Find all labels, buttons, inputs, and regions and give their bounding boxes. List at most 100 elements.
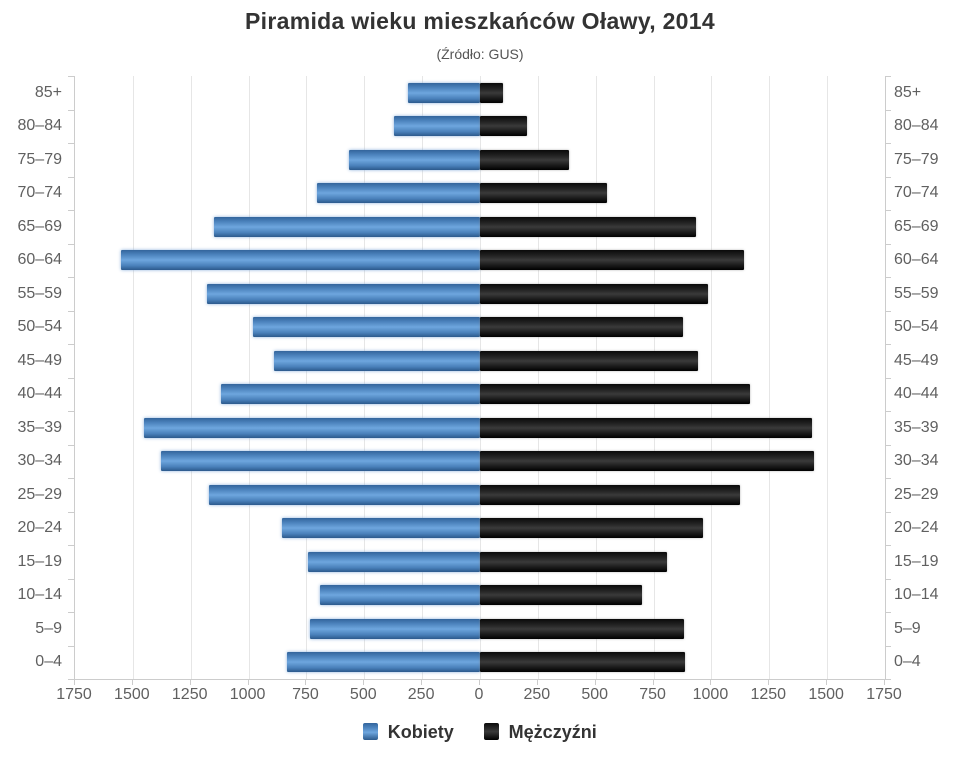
bar-women-15–19 — [307, 551, 480, 572]
gridline--500 — [364, 76, 366, 679]
ytick-right-18 — [885, 679, 891, 680]
bar-women-85+ — [408, 82, 480, 103]
ytick-left-7 — [68, 310, 74, 312]
ylabel-right-10–14: 10–14 — [894, 586, 939, 604]
ylabel-left-70–74: 70–74 — [17, 184, 63, 202]
xlabel-0: 0 — [474, 686, 484, 703]
bar-men-65–69 — [480, 216, 697, 237]
ytick-left-15 — [68, 578, 74, 580]
ylabel-right-45–49: 45–49 — [894, 351, 939, 369]
xtick-750 — [652, 680, 654, 685]
xlabel--1000: 1000 — [229, 686, 266, 703]
bar-men-0–4 — [480, 652, 685, 673]
bar-men-10–14 — [480, 585, 642, 606]
kobiety-swatch-icon — [363, 722, 379, 740]
bar-women-10–14 — [320, 585, 480, 606]
bar-men-40–44 — [480, 384, 750, 405]
bar-men-5–9 — [480, 618, 684, 639]
chart-title: Piramida wieku mieszkańców Oławy, 2014 — [245, 8, 715, 34]
bar-women-60–64 — [121, 250, 480, 271]
bar-women-80–84 — [394, 116, 480, 137]
ytick-left-2 — [68, 143, 74, 144]
xlabel-500: 500 — [581, 686, 609, 703]
bar-men-15–19 — [480, 551, 668, 572]
bar-men-55–59 — [480, 283, 708, 304]
mezczyzni-swatch-icon — [484, 722, 500, 740]
ytick-right-5 — [885, 243, 891, 245]
xlabel-1250: 1250 — [750, 686, 787, 703]
ylabel-right-55–59: 55–59 — [894, 284, 939, 302]
xtick-1250 — [768, 680, 770, 685]
ytick-right-12 — [885, 478, 891, 479]
ylabel-left-80–84: 80–84 — [17, 117, 63, 135]
gridline-1250 — [769, 76, 771, 679]
ylabel-right-20–24: 20–24 — [894, 519, 939, 537]
bar-women-65–69 — [213, 216, 480, 237]
bar-women-70–74 — [316, 183, 480, 204]
xlabel--250: 250 — [407, 686, 435, 703]
ylabel-left-65–69: 65–69 — [17, 217, 63, 235]
ylabel-right-75–79: 75–79 — [894, 150, 939, 168]
ytick-left-0 — [68, 76, 74, 77]
legend-label-kobiety: Kobiety — [387, 722, 454, 742]
legend-item-kobiety[interactable]: Kobiety — [363, 722, 454, 743]
ytick-right-9 — [885, 377, 891, 379]
ylabel-right-50–54: 50–54 — [894, 318, 939, 336]
ytick-right-3 — [885, 176, 891, 178]
xlabel--500: 500 — [349, 686, 377, 703]
bar-men-45–49 — [480, 350, 698, 371]
ytick-right-16 — [885, 612, 891, 613]
plot-area — [74, 76, 886, 680]
ytick-left-18 — [68, 679, 74, 680]
ylabel-left-55–59: 55–59 — [17, 284, 63, 302]
xlabel-1500: 1500 — [808, 686, 844, 703]
ytick-right-4 — [885, 210, 891, 211]
bar-men-35–39 — [480, 417, 813, 438]
xtick--250 — [421, 680, 423, 685]
ylabel-right-35–39: 35–39 — [894, 418, 939, 436]
ytick-left-10 — [68, 411, 74, 412]
bar-men-70–74 — [480, 183, 608, 204]
ylabel-left-25–29: 25–29 — [17, 485, 63, 503]
ylabel-left-0–4: 0–4 — [35, 653, 62, 671]
ylabel-left-75–79: 75–79 — [17, 150, 63, 168]
ylabel-right-5–9: 5–9 — [894, 619, 921, 637]
bar-women-45–49 — [274, 350, 480, 371]
xtick--1250 — [189, 680, 191, 685]
bar-women-30–34 — [160, 451, 480, 472]
ytick-left-5 — [68, 243, 74, 245]
ylabel-left-45–49: 45–49 — [17, 351, 63, 369]
ylabel-right-80–84: 80–84 — [894, 117, 939, 135]
bar-men-50–54 — [480, 317, 683, 338]
bar-women-50–54 — [253, 317, 480, 338]
ytick-left-1 — [68, 109, 74, 111]
legend: Kobiety Mężczyźni — [0, 722, 960, 743]
xlabel--750: 750 — [292, 686, 319, 703]
bar-women-40–44 — [220, 384, 480, 405]
ytick-left-13 — [68, 511, 74, 513]
bar-women-75–79 — [349, 149, 480, 170]
xlabel-1750: 1750 — [866, 686, 902, 703]
xlabel-1000: 1000 — [692, 686, 729, 703]
xtick-0 — [479, 680, 480, 685]
ytick-right-15 — [885, 578, 891, 580]
ylabel-right-15–19: 15–19 — [894, 552, 939, 570]
ylabel-right-25–29: 25–29 — [894, 485, 939, 503]
bar-women-0–4 — [286, 652, 480, 673]
ytick-left-14 — [68, 545, 74, 546]
ytick-right-14 — [885, 545, 891, 546]
ytick-left-11 — [68, 444, 74, 446]
ylabel-right-30–34: 30–34 — [894, 452, 939, 470]
ytick-right-0 — [885, 76, 891, 77]
ylabel-left-40–44: 40–44 — [17, 385, 63, 403]
ytick-left-4 — [68, 210, 74, 211]
bar-men-25–29 — [480, 484, 741, 505]
legend-item-mezczyzni[interactable]: Mężczyźni — [484, 722, 597, 743]
xlabel--1750: 1750 — [56, 686, 92, 703]
gridline-1000 — [711, 76, 713, 679]
ytick-left-12 — [68, 478, 74, 479]
xtick-500 — [594, 680, 596, 685]
ylabel-left-20–24: 20–24 — [17, 519, 63, 537]
xtick-250 — [536, 680, 538, 685]
